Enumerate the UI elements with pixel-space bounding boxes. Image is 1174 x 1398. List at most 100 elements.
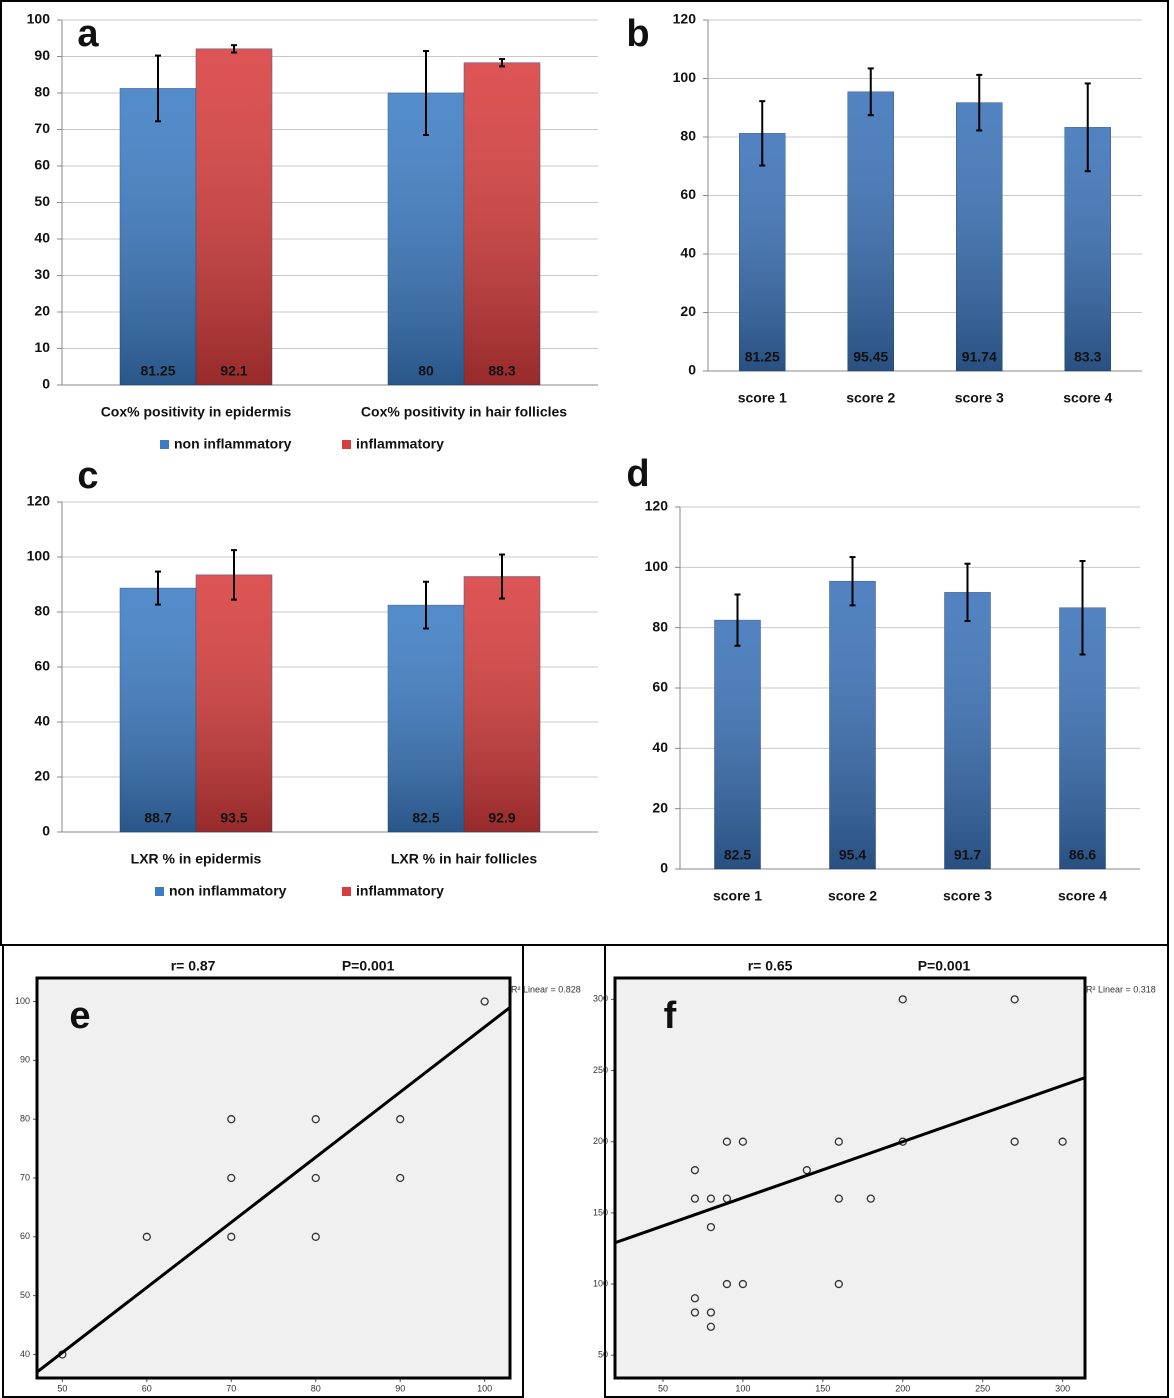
frame — [2, 944, 524, 1398]
annotation: P=0.001 — [342, 958, 395, 974]
x-tick-label: 250 — [975, 1383, 990, 1393]
y-tick-label: 150 — [593, 1207, 608, 1217]
x-tick-label: score 3 — [943, 888, 992, 904]
y-tick-label: 60 — [680, 186, 696, 202]
bar-shade — [714, 620, 761, 869]
point — [311, 1173, 320, 1183]
point — [690, 1294, 700, 1303]
point — [311, 1115, 320, 1124]
y-tick-label: 120 — [645, 498, 669, 514]
x-tick-label: score 2 — [846, 390, 895, 406]
x-tick-label: 50 — [658, 1383, 668, 1393]
panel-letter: e — [69, 995, 90, 1037]
bar-shade — [120, 88, 196, 385]
bar-shade — [388, 93, 464, 385]
x-tick-label: LXR % in epidermis — [131, 851, 262, 867]
y-tick-label: 100 — [673, 69, 697, 85]
y-tick-label: 20 — [34, 768, 50, 784]
x-tick-label: score 2 — [828, 888, 877, 904]
value-label: 81.25 — [745, 349, 780, 365]
bar-shade — [944, 592, 991, 869]
y-tick-label: 0 — [688, 362, 696, 378]
y-tick-label: 60 — [652, 679, 668, 695]
point — [722, 1137, 732, 1146]
annotation: r= 0.65 — [748, 958, 793, 974]
point — [722, 1279, 732, 1289]
y-tick-label: 120 — [27, 493, 51, 509]
legend-label: inflammatory — [356, 883, 444, 899]
y-tick-label: 40 — [652, 739, 668, 755]
y-tick-label: 60 — [34, 658, 50, 674]
value-label: 95.4 — [839, 847, 866, 863]
value-label: 81.25 — [140, 363, 175, 379]
x-tick-label: score 3 — [955, 390, 1004, 406]
value-label: 88.7 — [144, 810, 171, 826]
bar-shade — [196, 574, 272, 832]
value-label: 88.3 — [488, 363, 515, 379]
point — [706, 1322, 716, 1331]
y-tick-label: 120 — [673, 11, 697, 27]
x-tick-label: 60 — [142, 1383, 152, 1393]
value-label: 82.5 — [724, 847, 751, 863]
x-tick-label: score 1 — [713, 888, 762, 904]
x-tick-label: 80 — [311, 1383, 321, 1393]
panel-letter: c — [77, 455, 98, 497]
fit-line — [614, 1076, 1086, 1245]
point — [396, 1173, 405, 1183]
y-tick-label: 0 — [42, 823, 50, 839]
x-tick-label: Cox% positivity in epidermis — [101, 404, 292, 420]
value-label: 91.7 — [954, 847, 981, 863]
x-tick-label: 100 — [477, 1383, 492, 1393]
legend-swatch — [342, 440, 351, 449]
legend-label: non inflammatory — [169, 883, 287, 899]
point — [834, 1279, 843, 1289]
point — [738, 1137, 748, 1146]
point — [834, 1194, 843, 1203]
x-tick-label: score 1 — [738, 390, 787, 406]
plot-border — [613, 976, 1087, 1380]
point — [834, 1137, 843, 1146]
x-tick-label: score 4 — [1058, 888, 1107, 904]
y-tick-label: 50 — [598, 1350, 608, 1360]
y-tick-label: 60 — [34, 157, 50, 173]
y-tick-label: 300 — [593, 994, 608, 1004]
value-label: 92.1 — [220, 363, 247, 379]
y-tick-label: 100 — [27, 548, 51, 564]
frame — [0, 0, 1169, 946]
point — [690, 1166, 700, 1175]
y-tick-label: 40 — [680, 245, 696, 261]
legend-swatch — [342, 887, 351, 896]
bar-shade — [120, 588, 196, 832]
plot-area — [615, 978, 1085, 1378]
y-tick-label: 70 — [20, 1172, 30, 1182]
y-tick-label: 30 — [34, 266, 50, 282]
y-tick-label: 80 — [34, 84, 50, 100]
bar-shade — [829, 581, 876, 869]
frame — [604, 944, 1169, 1398]
y-tick-label: 60 — [20, 1231, 30, 1241]
y-tick-label: 100 — [593, 1278, 608, 1288]
y-tick-label: 100 — [27, 11, 51, 27]
legend-swatch — [155, 887, 164, 896]
annotation: R² Linear = 0.828 — [511, 984, 581, 994]
y-tick-label: 40 — [20, 1349, 30, 1359]
bar-shade — [464, 576, 540, 832]
bar-shade — [847, 91, 894, 371]
point — [738, 1279, 748, 1289]
value-label: 93.5 — [220, 810, 247, 826]
y-tick-label: 100 — [15, 996, 30, 1006]
x-tick-label: 300 — [1055, 1383, 1070, 1393]
value-label: 95.45 — [853, 349, 888, 365]
panel-letter: b — [626, 13, 649, 55]
panel-letter: d — [626, 453, 649, 495]
y-tick-label: 80 — [680, 128, 696, 144]
legend-label: inflammatory — [356, 436, 444, 452]
legend-swatch — [160, 440, 169, 449]
point — [706, 1308, 716, 1317]
x-tick-label: 50 — [57, 1383, 67, 1393]
bar-shade — [464, 62, 540, 386]
legend-label: non inflammatory — [174, 436, 292, 452]
fit-line — [36, 1006, 511, 1374]
x-tick-label: score 4 — [1063, 390, 1112, 406]
bar-shade — [956, 102, 1003, 372]
